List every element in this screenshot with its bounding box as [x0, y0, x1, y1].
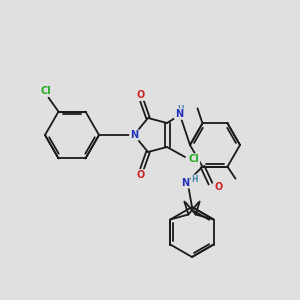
Text: H: H — [191, 175, 198, 184]
Text: N: N — [182, 178, 190, 188]
Text: N: N — [130, 130, 138, 140]
Text: N: N — [175, 109, 183, 119]
Text: O: O — [137, 90, 145, 100]
Text: O: O — [214, 182, 223, 192]
Text: H: H — [178, 106, 184, 115]
Text: Cl: Cl — [189, 154, 200, 164]
Text: Cl: Cl — [40, 85, 51, 96]
Text: O: O — [137, 170, 145, 180]
